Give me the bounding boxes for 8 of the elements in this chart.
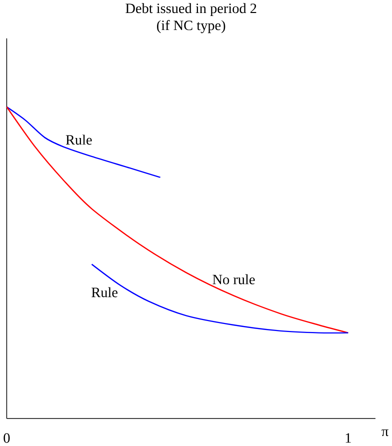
x-tick-label: 0 [4,433,10,443]
series-label: Rule [92,287,118,298]
x-axis-title: π [382,429,389,436]
chart-title: Debt issued in period 2 [126,3,256,16]
series-label: Rule [66,134,92,145]
x-tick-label: 1 [346,433,351,443]
chart-subtitle: (if NC type) [157,20,226,34]
series-label: No rule [212,274,255,284]
